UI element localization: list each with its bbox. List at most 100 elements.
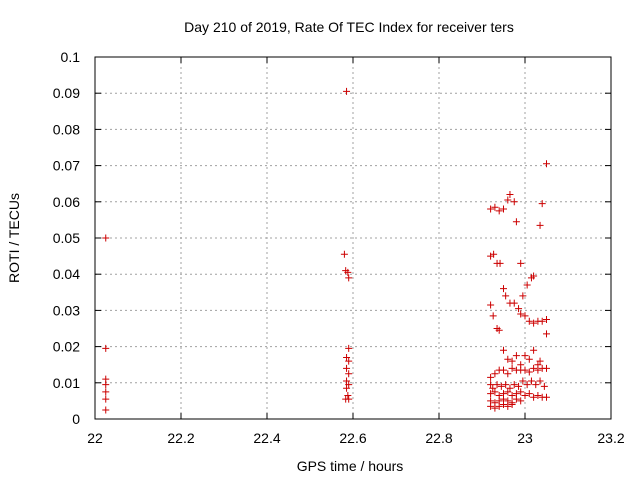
data-point (523, 381, 531, 389)
data-point (530, 272, 538, 280)
data-point (538, 200, 546, 208)
data-point (508, 391, 516, 399)
data-point (345, 395, 353, 403)
data-points (102, 87, 550, 414)
data-point (102, 234, 110, 242)
x-tick-label: 22.2 (167, 430, 194, 446)
data-point (543, 330, 550, 338)
data-point (487, 252, 495, 260)
data-point (102, 395, 110, 403)
data-point (543, 364, 550, 372)
data-point (487, 373, 495, 381)
data-point (102, 388, 110, 396)
data-point (487, 205, 495, 213)
data-point (508, 401, 516, 409)
data-point (515, 305, 523, 313)
data-point (343, 364, 351, 372)
data-point (489, 312, 497, 320)
x-tick-label: 22.8 (425, 430, 452, 446)
data-point (487, 402, 495, 410)
data-point (525, 355, 533, 363)
y-tick-label: 0.03 (53, 302, 80, 318)
data-point (506, 191, 514, 199)
data-point (519, 292, 527, 300)
data-point (534, 391, 542, 399)
data-point (517, 388, 525, 396)
data-point (340, 250, 348, 258)
data-point (102, 406, 110, 414)
data-point (543, 315, 550, 323)
y-tick-label: 0.02 (53, 339, 80, 355)
data-point (487, 381, 495, 389)
y-tick-label: 0.05 (53, 230, 80, 246)
data-point (490, 250, 498, 258)
data-point (527, 377, 535, 385)
y-tick-label: 0.04 (53, 266, 80, 282)
data-point (538, 317, 546, 325)
data-point (504, 196, 512, 204)
data-point (515, 382, 523, 390)
data-point (489, 384, 497, 392)
data-point (508, 364, 516, 372)
data-point (345, 274, 353, 282)
data-point (491, 404, 499, 412)
data-point (504, 355, 512, 363)
data-point (500, 366, 507, 374)
x-tick-label: 22.6 (339, 430, 366, 446)
data-point (517, 259, 525, 267)
data-point (525, 368, 533, 376)
data-point (497, 382, 505, 390)
x-axis-label: GPS time / hours (297, 458, 404, 474)
data-point (504, 402, 512, 410)
data-point (102, 381, 110, 389)
data-point (345, 357, 353, 365)
data-point (495, 207, 503, 215)
data-point (506, 384, 514, 392)
data-point (495, 326, 503, 334)
y-tick-label: 0.1 (61, 49, 81, 65)
data-point (517, 397, 525, 405)
data-point (530, 319, 538, 327)
data-point (525, 390, 533, 398)
data-point (345, 370, 353, 378)
data-point (523, 281, 531, 289)
y-tick-label: 0.01 (53, 375, 80, 391)
data-point (530, 346, 538, 354)
data-point (493, 381, 501, 389)
data-point (496, 259, 504, 267)
x-tick-labels: 22 22.2 22.4 22.6 22.8 23 23.2 (87, 430, 625, 446)
x-tick-label: 22 (87, 430, 103, 446)
data-point (495, 402, 503, 410)
x-tick-label: 22.4 (253, 430, 280, 446)
x-tick-label: 23.2 (597, 430, 624, 446)
data-point (491, 388, 499, 396)
data-point (502, 292, 510, 300)
data-point (504, 388, 512, 396)
data-point (343, 353, 351, 361)
data-point (517, 361, 525, 369)
data-point (519, 377, 527, 385)
data-point (536, 377, 544, 385)
x-tick-label: 23 (517, 430, 533, 446)
data-point (500, 346, 507, 354)
plot-frame (94, 56, 612, 420)
data-point (343, 377, 351, 385)
data-point (487, 390, 495, 398)
data-point (500, 205, 507, 213)
y-tick-label: 0.06 (53, 194, 80, 210)
data-point (543, 393, 550, 401)
data-point (521, 366, 529, 374)
data-point (491, 370, 499, 378)
data-point (536, 221, 544, 229)
data-point (508, 357, 516, 365)
data-point (344, 391, 352, 399)
data-point (540, 382, 548, 390)
y-tick-label: 0.07 (53, 158, 80, 174)
data-point (543, 160, 550, 168)
data-point (532, 381, 540, 389)
data-point (504, 370, 512, 378)
data-point (510, 299, 518, 307)
y-tick-label: 0.09 (53, 85, 80, 101)
data-point (534, 361, 542, 369)
